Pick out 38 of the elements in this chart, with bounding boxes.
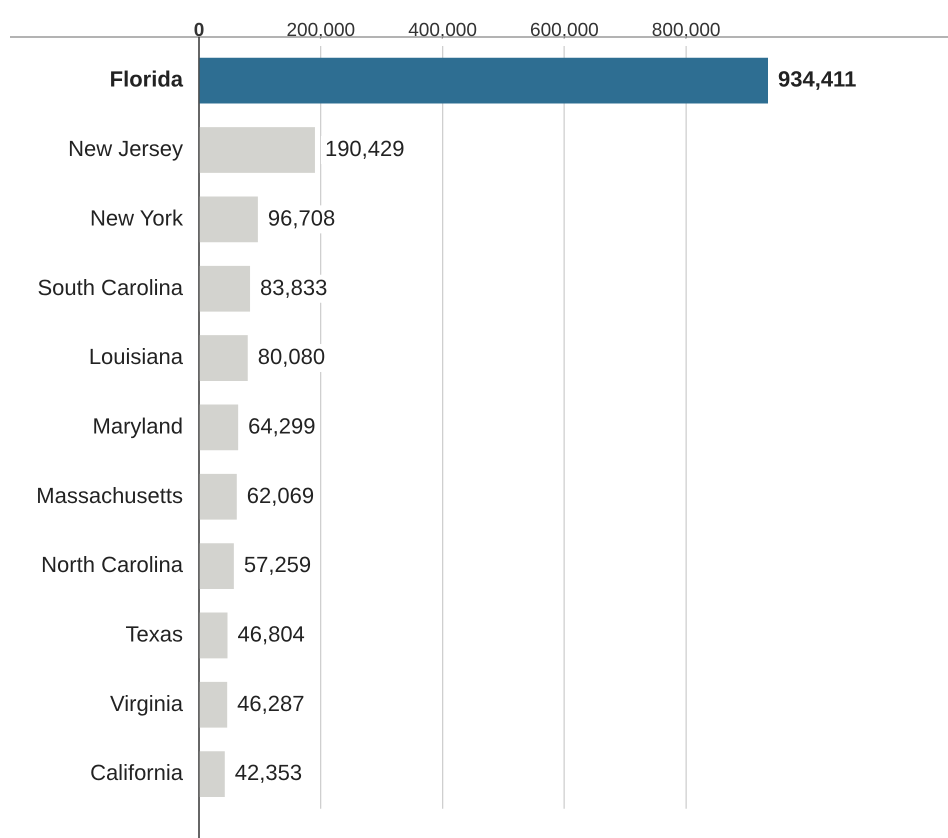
y-tick-label: Louisiana [88, 344, 184, 370]
bar [200, 612, 228, 658]
y-tick-label: Maryland [92, 413, 183, 438]
y-tick-label: Virginia [110, 690, 184, 716]
x-tick-label: 800,000 [652, 20, 720, 41]
data-label: 934,411 [778, 66, 856, 92]
bar [200, 196, 258, 242]
data-label: 64,299 [248, 413, 316, 438]
y-tick-label: New Jersey [68, 136, 183, 162]
bar [200, 127, 315, 173]
x-tick-label: 600,000 [530, 20, 599, 41]
bar [200, 58, 768, 104]
y-tick-label: Florida [110, 66, 184, 92]
data-label: 46,804 [238, 622, 305, 646]
data-label: 62,069 [246, 482, 314, 508]
bar [200, 682, 228, 728]
data-label: 83,833 [260, 274, 328, 300]
data-label: 42,353 [234, 760, 302, 786]
x-tick-label: 400,000 [408, 20, 477, 41]
y-tick-label: North Carolina [41, 552, 184, 578]
bar [200, 335, 248, 381]
y-tick-label: Texas [126, 622, 183, 646]
bar [200, 266, 250, 312]
x-tick-label: 0 [194, 20, 204, 41]
y-tick-label: New York [90, 205, 184, 230]
x-tick-label: 200,000 [286, 20, 356, 41]
data-label: 190,429 [324, 136, 404, 162]
y-tick-label: South Carolina [37, 274, 184, 300]
y-tick-label: California [90, 760, 184, 786]
bar [200, 404, 238, 450]
data-label: 57,259 [244, 552, 312, 578]
y-tick-label: Massachusetts [36, 482, 183, 508]
data-label: 80,080 [258, 344, 326, 370]
data-label: 96,708 [268, 205, 336, 230]
bar [200, 543, 234, 589]
bar [200, 474, 237, 520]
data-label: 46,287 [237, 690, 304, 716]
bar [200, 751, 225, 798]
